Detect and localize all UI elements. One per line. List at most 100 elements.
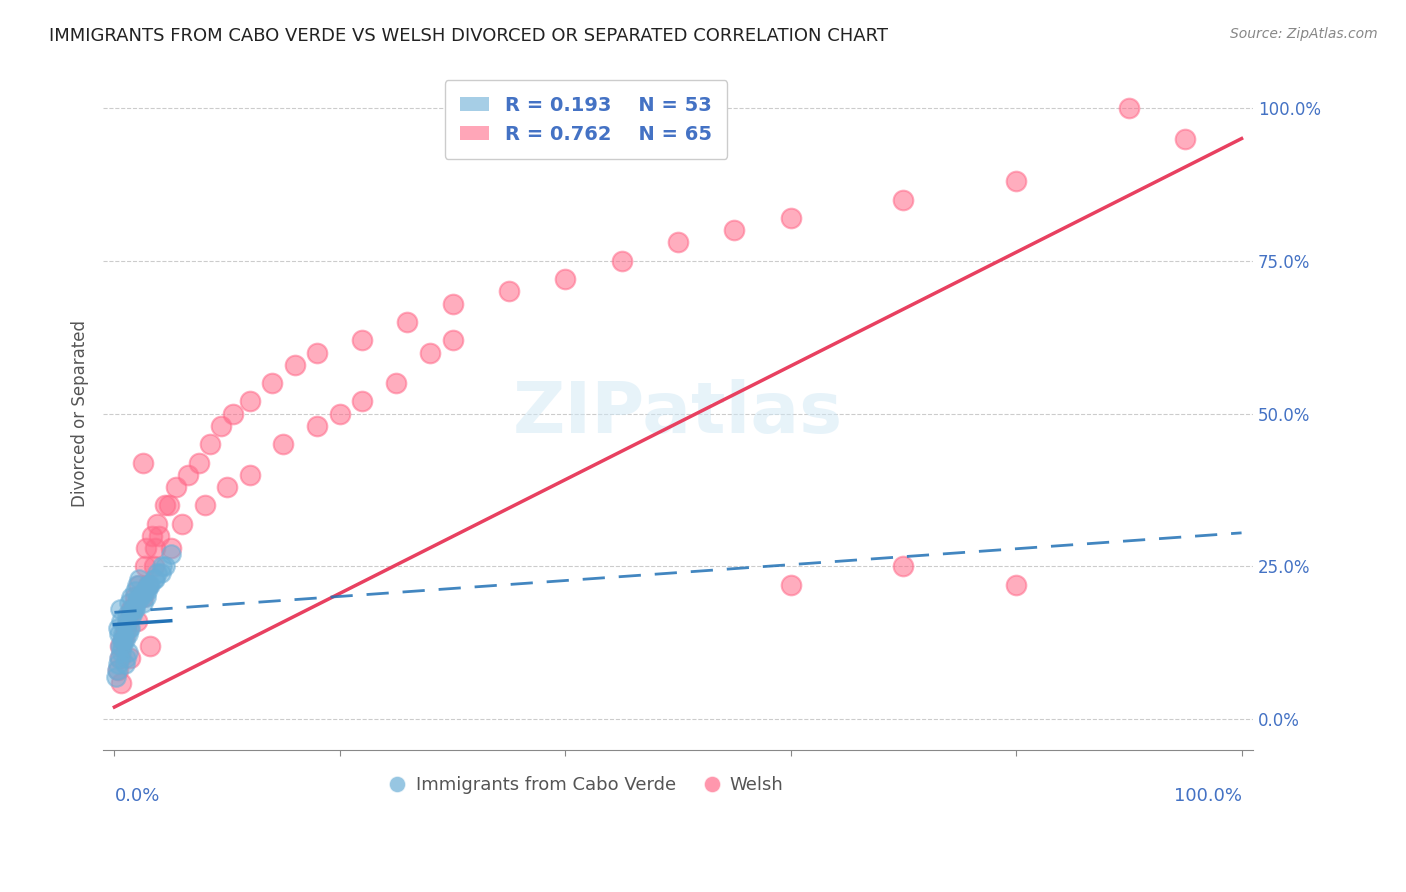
Point	[307, 418, 329, 433]
Text: Source: ZipAtlas.com: Source: ZipAtlas.com	[1230, 27, 1378, 41]
Point	[385, 376, 408, 390]
Point	[117, 626, 139, 640]
Y-axis label: Divorced or Separated: Divorced or Separated	[72, 320, 89, 508]
Point	[107, 664, 129, 678]
Point	[107, 657, 129, 672]
Point	[159, 541, 181, 556]
Point	[120, 651, 142, 665]
Text: 100.0%: 100.0%	[1174, 787, 1241, 805]
Point	[136, 578, 159, 592]
Point	[893, 193, 915, 207]
Point	[122, 602, 145, 616]
Point	[131, 596, 153, 610]
Point	[104, 669, 127, 683]
Point	[131, 456, 153, 470]
Point	[114, 632, 136, 647]
Point	[239, 394, 262, 409]
Point	[441, 296, 464, 310]
Point	[111, 639, 134, 653]
Point	[142, 559, 165, 574]
Text: 0.0%: 0.0%	[114, 787, 160, 805]
Point	[135, 590, 157, 604]
Point	[157, 499, 180, 513]
Point	[176, 467, 198, 482]
Point	[666, 235, 689, 250]
Point	[165, 480, 187, 494]
Point	[396, 315, 419, 329]
Point	[134, 583, 156, 598]
Point	[115, 615, 138, 629]
Point	[284, 358, 307, 372]
Legend: Immigrants from Cabo Verde, Welsh: Immigrants from Cabo Verde, Welsh	[381, 769, 790, 801]
Point	[118, 596, 141, 610]
Point	[352, 394, 374, 409]
Point	[127, 590, 149, 604]
Point	[153, 499, 176, 513]
Point	[114, 651, 136, 665]
Point	[136, 578, 159, 592]
Point	[149, 566, 172, 580]
Point	[132, 583, 155, 598]
Point	[110, 645, 132, 659]
Point	[125, 615, 148, 629]
Point	[114, 621, 136, 635]
Point	[129, 590, 152, 604]
Point	[217, 480, 239, 494]
Point	[112, 632, 135, 647]
Point	[128, 572, 150, 586]
Point	[125, 578, 148, 592]
Point	[114, 626, 136, 640]
Point	[125, 596, 148, 610]
Point	[273, 437, 295, 451]
Point	[124, 583, 146, 598]
Point	[134, 559, 156, 574]
Point	[610, 253, 633, 268]
Point	[142, 572, 165, 586]
Point	[554, 272, 576, 286]
Point	[108, 639, 131, 653]
Point	[723, 223, 745, 237]
Point	[108, 626, 131, 640]
Point	[498, 285, 520, 299]
Point	[136, 583, 159, 598]
Point	[120, 602, 142, 616]
Point	[131, 590, 153, 604]
Point	[111, 632, 134, 647]
Point	[112, 626, 135, 640]
Point	[115, 608, 138, 623]
Point	[121, 602, 143, 616]
Point	[138, 578, 160, 592]
Point	[114, 621, 136, 635]
Point	[441, 333, 464, 347]
Point	[121, 602, 143, 616]
Point	[131, 590, 153, 604]
Point	[108, 651, 131, 665]
Point	[121, 608, 143, 623]
Point	[893, 559, 915, 574]
Point	[110, 615, 132, 629]
Point	[112, 632, 135, 647]
Point	[120, 608, 142, 623]
Point	[139, 639, 162, 653]
Point	[110, 675, 132, 690]
Point	[118, 621, 141, 635]
Point	[108, 651, 131, 665]
Point	[139, 578, 162, 592]
Point	[200, 437, 222, 451]
Point	[307, 345, 329, 359]
Point	[117, 645, 139, 659]
Point	[1005, 578, 1028, 592]
Point	[779, 211, 801, 225]
Point	[143, 572, 166, 586]
Point	[141, 529, 163, 543]
Point	[107, 621, 129, 635]
Point	[211, 418, 233, 433]
Point	[135, 541, 157, 556]
Point	[1005, 174, 1028, 188]
Point	[150, 559, 173, 574]
Point	[222, 407, 245, 421]
Point	[143, 541, 166, 556]
Text: IMMIGRANTS FROM CABO VERDE VS WELSH DIVORCED OR SEPARATED CORRELATION CHART: IMMIGRANTS FROM CABO VERDE VS WELSH DIVO…	[49, 27, 889, 45]
Point	[352, 333, 374, 347]
Point	[239, 467, 262, 482]
